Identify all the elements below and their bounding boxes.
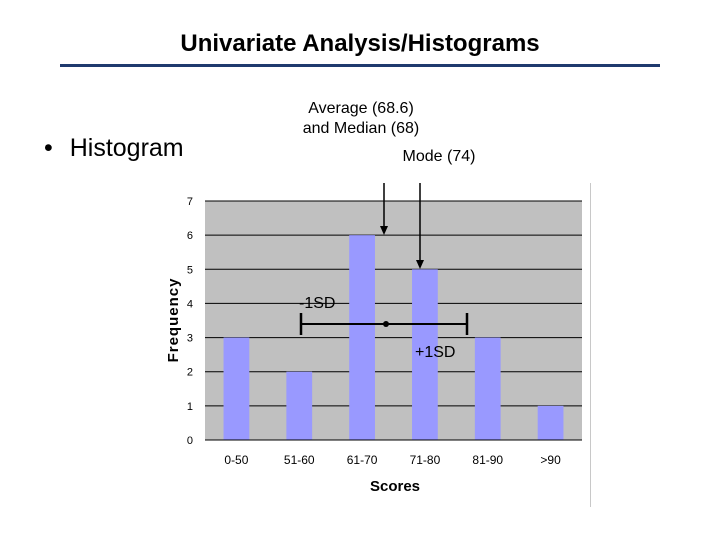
histogram-chart: 0 1 2 3 4 5 6 7 0-50 51-60 61-70 71-80 81-90 >90 Sco… <box>150 183 591 507</box>
y-tick-label: 6 <box>187 230 193 242</box>
y-tick-label: 7 <box>187 196 193 208</box>
plot-area <box>205 201 582 440</box>
mean-point <box>383 321 389 327</box>
plus-sd-label: +1SD <box>415 344 455 361</box>
bullet-item: • Histogram <box>44 134 184 163</box>
histogram-bar <box>286 372 312 440</box>
slide-title: Univariate Analysis/Histograms <box>0 30 720 58</box>
histogram-bar <box>224 338 250 440</box>
bullet-symbol: • <box>44 134 53 162</box>
y-tick-label: 3 <box>187 333 193 345</box>
y-axis-label: Frequency <box>165 278 182 363</box>
histogram-bar <box>349 235 375 440</box>
y-tick-label: 0 <box>187 435 193 447</box>
title-underline <box>60 64 660 67</box>
bullet-text: Histogram <box>70 134 184 162</box>
y-tick-label: 5 <box>187 264 193 276</box>
average-label: Average (68.6) <box>266 100 456 118</box>
mode-annotation: Mode (74) <box>384 148 494 166</box>
x-tick-label: 61-70 <box>347 453 378 467</box>
y-tick-label: 2 <box>187 367 193 379</box>
x-tick-label: 81-90 <box>472 453 503 467</box>
histogram-bar <box>475 338 501 440</box>
x-tick-labels: 0-50 51-60 61-70 71-80 81-90 >90 <box>224 453 561 467</box>
median-label: and Median (68) <box>266 120 456 138</box>
histogram-svg: 0 1 2 3 4 5 6 7 0-50 51-60 61-70 71-80 81-90 >90 Sco… <box>150 183 590 507</box>
average-median-annotation: Average (68.6) and Median (68) <box>266 100 456 138</box>
y-tick-label: 4 <box>187 298 193 310</box>
histogram-bar <box>538 406 564 440</box>
x-tick-label: 71-80 <box>410 453 441 467</box>
x-tick-label: 51-60 <box>284 453 315 467</box>
y-tick-label: 1 <box>187 401 193 413</box>
y-tick-labels: 0 1 2 3 4 5 6 7 <box>187 196 193 447</box>
x-axis-label: Scores <box>370 478 420 495</box>
minus-sd-label: -1SD <box>299 295 335 312</box>
x-tick-label: >90 <box>540 453 561 467</box>
x-tick-label: 0-50 <box>224 453 248 467</box>
